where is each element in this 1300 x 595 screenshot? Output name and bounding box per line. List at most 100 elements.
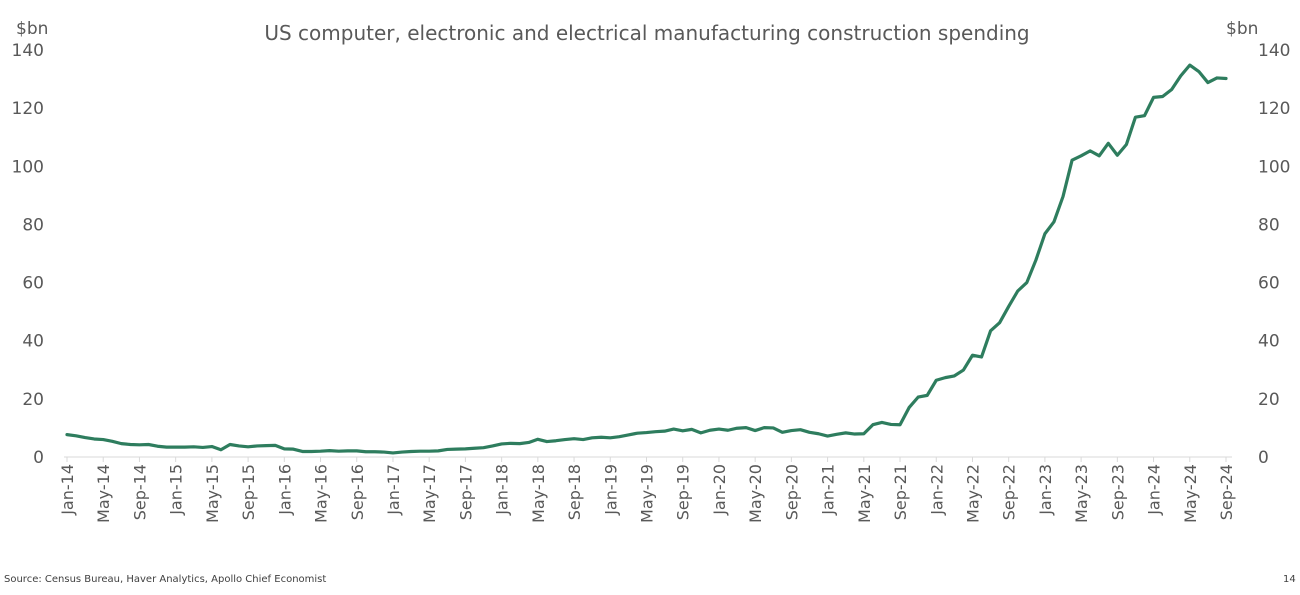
data-point-107 (1034, 259, 1037, 262)
data-point-121 (1161, 95, 1164, 98)
data-point-25 (292, 448, 295, 451)
data-point-36 (391, 451, 394, 454)
data-point-102 (989, 329, 992, 332)
x-tick-label-3: Jan-15 (167, 464, 186, 516)
data-point-11 (165, 446, 168, 449)
x-tick-label-23: Sep-21 (891, 464, 910, 520)
data-point-60 (609, 436, 612, 439)
data-point-34 (373, 450, 376, 453)
x-tick-label-1: May-14 (94, 464, 113, 523)
data-point-109 (1052, 220, 1055, 223)
x-tick-label-32: Sep-24 (1217, 464, 1236, 520)
data-point-43 (455, 448, 458, 451)
data-point-2 (84, 436, 87, 439)
data-point-115 (1107, 142, 1110, 145)
data-point-85 (835, 433, 838, 436)
y-tick-right-4: 80 (1258, 215, 1280, 235)
data-point-84 (826, 435, 829, 438)
data-point-87 (853, 433, 856, 436)
data-point-46 (482, 446, 485, 449)
x-tick-label-9: Jan-17 (384, 464, 403, 516)
x-tick-label-8: Sep-16 (348, 464, 367, 520)
x-tick-label-17: Sep-19 (674, 464, 693, 520)
x-tick-label-12: Jan-18 (493, 464, 512, 516)
x-tick-label-6: Jan-16 (275, 464, 294, 516)
data-point-64 (645, 431, 648, 434)
data-point-94 (917, 396, 920, 399)
data-point-96 (935, 379, 938, 382)
y-axis-unit-right: $bn (1226, 19, 1258, 39)
data-point-72 (717, 428, 720, 431)
y-tick-right-6: 120 (1258, 99, 1290, 119)
data-point-114 (1098, 154, 1101, 157)
data-point-86 (844, 431, 847, 434)
data-point-49 (509, 442, 512, 445)
data-point-24 (283, 447, 286, 450)
data-point-22 (265, 444, 268, 447)
y-axis-unit-left: $bn (16, 19, 48, 39)
data-point-100 (971, 354, 974, 357)
series-layer (65, 63, 1228, 455)
data-point-110 (1062, 195, 1065, 198)
data-point-113 (1089, 149, 1092, 152)
data-point-41 (437, 449, 440, 452)
data-point-12 (174, 446, 177, 449)
x-axis: Jan-14 May-14 Sep-14 Jan-15 May-15 Sep-15 Jan-… (58, 457, 1236, 523)
x-tick-label-14: Sep-18 (565, 464, 584, 520)
data-point-9 (147, 443, 150, 446)
data-point-16 (210, 445, 213, 448)
data-point-29 (328, 449, 331, 452)
data-point-56 (573, 437, 576, 440)
data-point-70 (699, 431, 702, 434)
data-point-51 (527, 441, 530, 444)
data-point-61 (618, 435, 621, 438)
x-tick-label-26: Sep-22 (1000, 464, 1019, 520)
data-point-5 (111, 440, 114, 443)
data-point-119 (1143, 114, 1146, 117)
data-point-10 (156, 445, 159, 448)
y-tick-right-1: 20 (1258, 390, 1280, 410)
data-point-77 (763, 426, 766, 429)
y-tick-left-4: 80 (22, 215, 44, 235)
data-point-74 (736, 427, 739, 430)
data-point-68 (681, 429, 684, 432)
data-point-0 (66, 433, 69, 436)
data-point-39 (419, 450, 422, 453)
x-tick-label-28: May-23 (1072, 464, 1091, 523)
data-point-62 (627, 433, 630, 436)
y-tick-left-7: 140 (12, 41, 44, 61)
y-tick-right-5: 100 (1258, 157, 1290, 177)
data-point-23 (274, 444, 277, 447)
y-tick-left-0: 0 (33, 448, 44, 468)
data-point-99 (962, 369, 965, 372)
x-tick-label-7: May-16 (312, 464, 331, 523)
data-point-52 (536, 438, 539, 441)
data-point-69 (690, 428, 693, 431)
data-point-44 (464, 447, 467, 450)
data-point-33 (364, 450, 367, 453)
data-point-67 (672, 428, 675, 431)
y-axis-right: 0 20 40 60 80 100 120 140 (1258, 41, 1290, 468)
x-tick-label-11: Sep-17 (456, 464, 475, 520)
data-point-81 (799, 428, 802, 431)
data-point-19 (238, 444, 241, 447)
data-point-106 (1025, 281, 1028, 284)
data-point-21 (256, 444, 259, 447)
y-tick-right-7: 140 (1258, 41, 1290, 61)
x-tick-label-5: Sep-15 (239, 464, 258, 520)
data-point-105 (1016, 290, 1019, 293)
y-tick-left-2: 40 (22, 332, 44, 352)
x-tick-label-27: Jan-23 (1036, 464, 1055, 516)
x-tick-label-24: Jan-22 (927, 464, 946, 516)
data-point-120 (1152, 96, 1155, 99)
data-point-26 (301, 450, 304, 453)
data-point-40 (428, 450, 431, 453)
data-point-83 (817, 432, 820, 435)
data-point-117 (1125, 143, 1128, 146)
data-point-108 (1043, 232, 1046, 235)
y-tick-left-1: 20 (22, 390, 44, 410)
data-point-35 (382, 451, 385, 454)
data-point-71 (708, 429, 711, 432)
data-point-82 (808, 431, 811, 434)
